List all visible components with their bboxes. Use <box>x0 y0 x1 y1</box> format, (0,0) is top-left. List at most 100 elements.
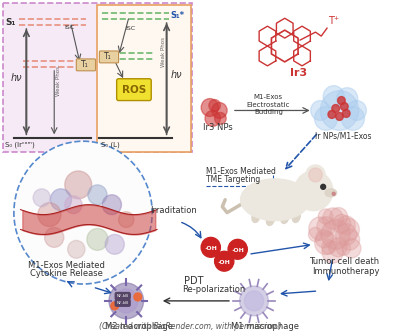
Text: Electrostatic: Electrostatic <box>247 102 290 108</box>
Circle shape <box>105 234 125 254</box>
Text: (Created with BioRender.com, with permission.): (Created with BioRender.com, with permis… <box>99 322 282 331</box>
Text: ISC: ISC <box>125 26 136 31</box>
Circle shape <box>102 195 121 215</box>
Circle shape <box>323 208 343 229</box>
Text: M1-Exos: M1-Exos <box>254 93 283 99</box>
Text: ROS: ROS <box>122 85 146 94</box>
Circle shape <box>318 209 333 224</box>
Text: Ir3: Ir3 <box>290 68 307 78</box>
Circle shape <box>14 141 152 284</box>
Text: Ir3 NPs: Ir3 NPs <box>203 123 233 132</box>
Circle shape <box>323 86 344 108</box>
Circle shape <box>294 171 333 211</box>
Text: T₁: T₁ <box>104 52 112 61</box>
Text: Tumor cell death: Tumor cell death <box>309 257 379 266</box>
Circle shape <box>329 238 347 257</box>
Circle shape <box>336 241 350 256</box>
Circle shape <box>333 214 351 233</box>
Text: hν: hν <box>171 70 182 80</box>
Circle shape <box>338 96 345 105</box>
Circle shape <box>201 98 218 117</box>
Ellipse shape <box>266 214 274 225</box>
Circle shape <box>309 227 322 242</box>
Circle shape <box>337 216 355 234</box>
Circle shape <box>50 189 71 211</box>
Circle shape <box>320 91 359 130</box>
Circle shape <box>111 302 119 310</box>
FancyBboxPatch shape <box>76 59 95 71</box>
Circle shape <box>215 113 226 124</box>
Circle shape <box>38 203 61 226</box>
Text: hν: hν <box>11 73 22 83</box>
FancyBboxPatch shape <box>117 79 151 100</box>
Circle shape <box>215 251 234 271</box>
Circle shape <box>332 105 340 113</box>
Circle shape <box>316 229 333 248</box>
Text: S₁: S₁ <box>5 18 16 27</box>
Text: Re-polarization: Re-polarization <box>182 285 245 294</box>
Circle shape <box>33 189 50 207</box>
Text: TME Targeting: TME Targeting <box>206 175 260 184</box>
Circle shape <box>330 208 348 226</box>
Text: ·OH: ·OH <box>231 248 244 253</box>
Text: ISC: ISC <box>65 25 75 30</box>
Text: S₀ (L): S₀ (L) <box>101 141 120 148</box>
Text: NF-kB: NF-kB <box>117 294 129 298</box>
Circle shape <box>336 224 357 245</box>
Circle shape <box>342 107 364 130</box>
Circle shape <box>240 286 268 316</box>
Circle shape <box>88 185 107 205</box>
Text: M1-Exos Mediated: M1-Exos Mediated <box>206 167 276 176</box>
Circle shape <box>311 100 330 120</box>
Text: S₀ (Irᶜᵒᵐ): S₀ (Irᶜᵒᵐ) <box>5 141 35 148</box>
Circle shape <box>309 168 322 182</box>
Circle shape <box>317 217 336 236</box>
Circle shape <box>340 103 348 111</box>
Circle shape <box>321 184 325 189</box>
Circle shape <box>65 196 82 214</box>
Circle shape <box>201 238 220 257</box>
Text: T⁺: T⁺ <box>328 16 339 26</box>
Text: S₁*: S₁* <box>171 11 184 20</box>
Circle shape <box>336 88 358 110</box>
Circle shape <box>134 293 141 301</box>
Circle shape <box>115 289 138 313</box>
Text: Immunotherapy: Immunotherapy <box>312 267 379 276</box>
Text: NF-kB: NF-kB <box>117 301 129 305</box>
Text: T₁: T₁ <box>81 60 89 69</box>
Circle shape <box>342 239 361 258</box>
Text: ·OH: ·OH <box>218 260 230 265</box>
Circle shape <box>315 231 337 255</box>
Circle shape <box>87 228 108 250</box>
Circle shape <box>342 110 350 118</box>
Circle shape <box>228 240 247 259</box>
Circle shape <box>321 219 350 249</box>
Circle shape <box>328 111 336 118</box>
Circle shape <box>244 291 264 311</box>
Text: Irraditation: Irraditation <box>150 206 197 215</box>
Text: M1-Exos Mediated: M1-Exos Mediated <box>28 261 105 270</box>
Circle shape <box>205 111 220 126</box>
Circle shape <box>322 240 336 254</box>
Circle shape <box>309 217 331 240</box>
Text: Ir NPs/M1-Exos: Ir NPs/M1-Exos <box>314 131 371 140</box>
Text: Cytokine Release: Cytokine Release <box>30 269 103 278</box>
Circle shape <box>109 283 143 319</box>
Text: PDT: PDT <box>184 276 203 286</box>
Circle shape <box>332 192 335 195</box>
Circle shape <box>209 99 220 112</box>
Circle shape <box>306 165 325 185</box>
Circle shape <box>347 100 366 120</box>
Circle shape <box>68 241 85 258</box>
Text: Weak Phos: Weak Phos <box>161 37 166 67</box>
Ellipse shape <box>325 189 336 197</box>
Text: M1 macrophage: M1 macrophage <box>231 322 299 331</box>
Circle shape <box>65 171 92 199</box>
Circle shape <box>339 229 360 250</box>
Ellipse shape <box>292 211 300 222</box>
Circle shape <box>119 212 134 227</box>
Circle shape <box>322 241 343 263</box>
Ellipse shape <box>252 211 260 222</box>
Ellipse shape <box>281 212 289 223</box>
Circle shape <box>45 227 64 247</box>
